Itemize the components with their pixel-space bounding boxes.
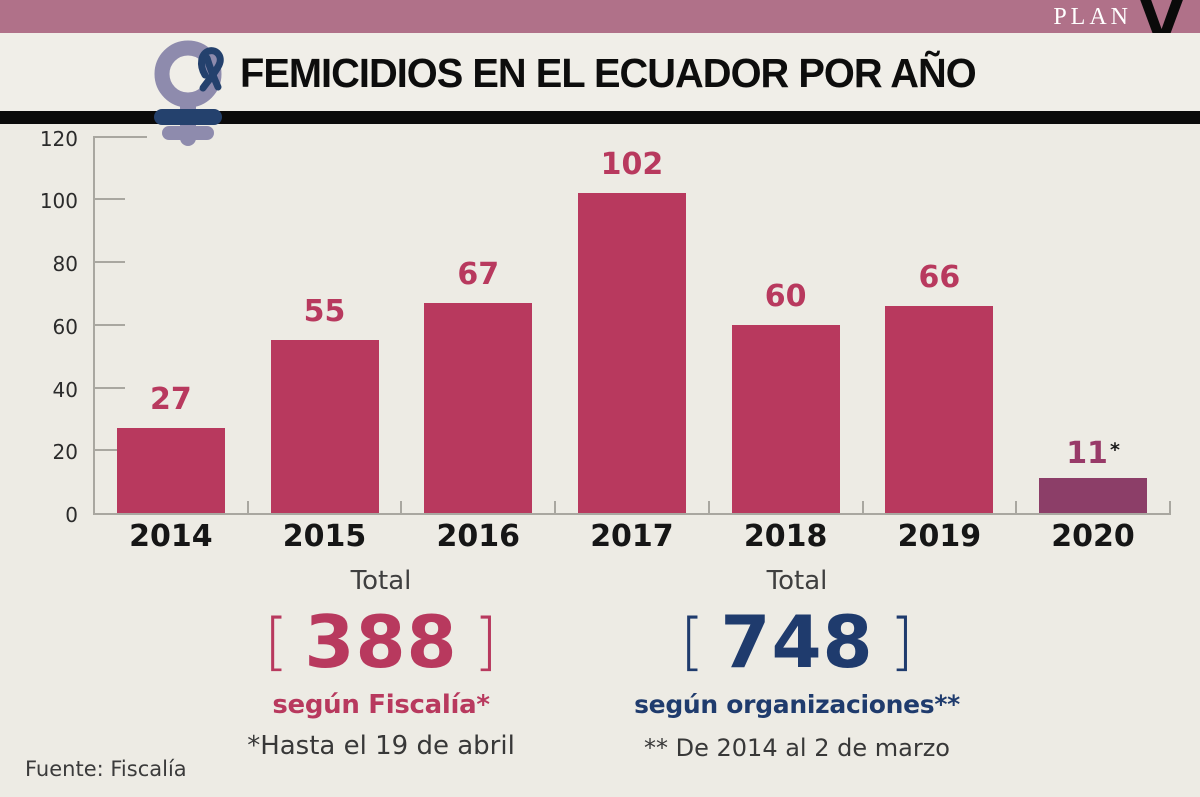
y-axis-tick-label: 20 bbox=[52, 440, 78, 465]
total-value-row: [ 388 ] bbox=[211, 598, 551, 686]
total-footnote: ** De 2014 al 2 de marzo bbox=[644, 734, 950, 762]
bar-value-label: 27 bbox=[149, 382, 192, 418]
y-axis-tick bbox=[95, 261, 125, 263]
bar bbox=[270, 340, 379, 513]
x-axis-boundary-tick bbox=[554, 501, 557, 513]
bar-value-label: 55 bbox=[303, 294, 346, 330]
total-value: 748 bbox=[720, 600, 874, 684]
total-caption: según Fiscalía* bbox=[272, 690, 490, 720]
y-axis-line bbox=[93, 136, 95, 515]
bar-value-label: 11 * bbox=[1066, 436, 1120, 472]
y-axis-tick bbox=[95, 449, 125, 452]
planv-logo-text: PLAN bbox=[1053, 4, 1132, 30]
bracket-close-icon: ] bbox=[889, 605, 914, 678]
x-axis-boundary-tick bbox=[400, 501, 403, 513]
bracket-open-icon: [ bbox=[264, 605, 289, 678]
divider-line bbox=[0, 111, 1200, 124]
x-axis-boundary-tick bbox=[246, 501, 249, 513]
bar bbox=[885, 305, 994, 513]
source-note: Fuente: Fiscalía bbox=[25, 757, 187, 781]
total-caption: según organizaciones** bbox=[634, 690, 960, 719]
x-axis-label: 2019 bbox=[897, 519, 982, 554]
female-ribbon-icon bbox=[154, 40, 224, 146]
bracket-open-icon: [ bbox=[680, 605, 705, 678]
total-label: Total bbox=[766, 566, 828, 596]
bar-value-label: 67 bbox=[457, 256, 500, 292]
bar bbox=[731, 324, 840, 513]
total-value: 388 bbox=[304, 600, 458, 684]
bar bbox=[577, 192, 686, 513]
x-axis-boundary-tick bbox=[1168, 501, 1171, 513]
x-axis-label: 2014 bbox=[129, 519, 213, 554]
bar-value-label: 102 bbox=[600, 146, 664, 182]
y-axis-tick-label: 80 bbox=[52, 252, 78, 276]
bar bbox=[116, 428, 225, 513]
x-axis-label: 2016 bbox=[436, 519, 520, 554]
total-fiscalia: Total [ 388 ] según Fiscalía* *Hasta el … bbox=[211, 566, 551, 760]
bar-footnote-mark: * bbox=[1109, 439, 1120, 462]
x-axis-label: 2017 bbox=[590, 519, 674, 554]
y-axis-tick-label: 120 bbox=[39, 126, 78, 151]
y-axis-tick bbox=[95, 135, 147, 138]
y-axis-tick-label: 100 bbox=[39, 189, 78, 214]
x-axis-label: 2015 bbox=[282, 519, 367, 554]
total-footnote: *Hasta el 19 de abril bbox=[247, 731, 515, 761]
total-organizaciones: Total [ 748 ] según organizaciones** ** … bbox=[607, 566, 987, 762]
bar-value-label: 66 bbox=[918, 259, 961, 295]
y-axis-tick-label: 0 bbox=[65, 503, 78, 527]
bracket-close-icon: ] bbox=[473, 605, 498, 678]
total-label: Total bbox=[350, 566, 412, 596]
y-axis-tick-label: 40 bbox=[52, 377, 78, 402]
x-axis-baseline bbox=[93, 513, 1171, 515]
y-axis-tick bbox=[95, 323, 125, 326]
top-bar: PLAN bbox=[0, 0, 1200, 33]
y-axis-tick-label: 60 bbox=[52, 314, 78, 339]
y-axis-tick bbox=[95, 198, 125, 201]
bar-value-label: 60 bbox=[764, 278, 807, 314]
x-axis-label: 2020 bbox=[1051, 519, 1135, 554]
bar bbox=[424, 302, 533, 513]
total-value-row: [ 748 ] bbox=[607, 598, 987, 686]
x-axis-boundary-tick bbox=[861, 501, 864, 513]
y-axis-tick bbox=[95, 386, 125, 389]
page-title: FEMICIDIOS EN EL ECUADOR POR AÑO bbox=[240, 50, 977, 96]
x-axis-boundary-tick bbox=[707, 501, 710, 513]
bar bbox=[1039, 478, 1148, 513]
x-axis-label: 2018 bbox=[743, 519, 828, 554]
x-axis-boundary-tick bbox=[1015, 501, 1018, 513]
